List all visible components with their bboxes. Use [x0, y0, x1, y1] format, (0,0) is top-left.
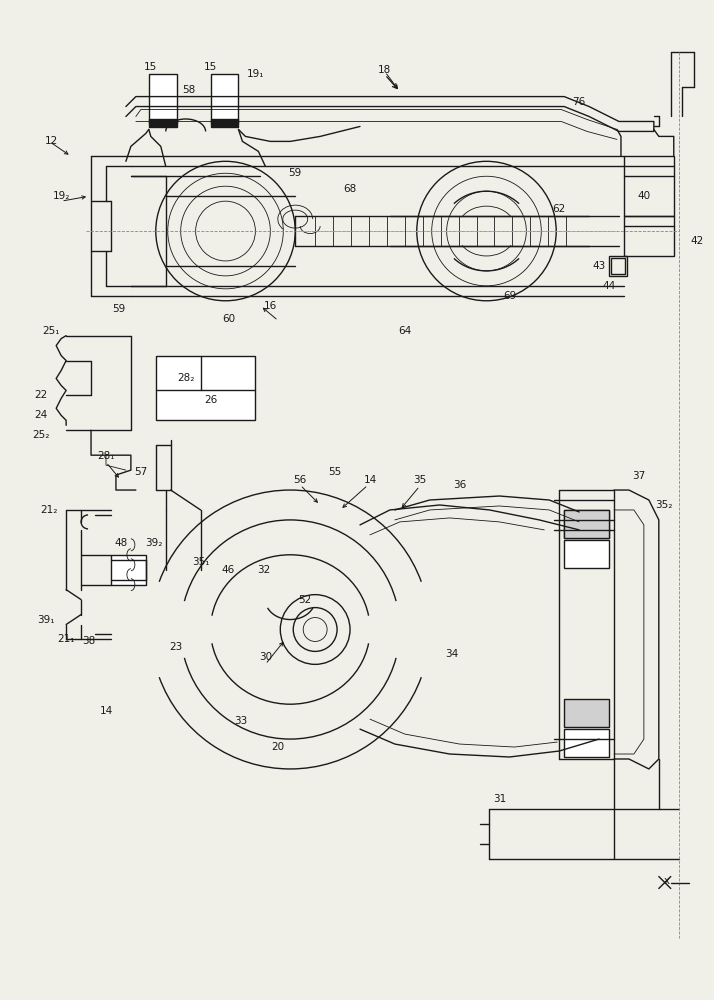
- Text: 64: 64: [398, 326, 411, 336]
- Bar: [611, 258, 625, 274]
- Text: 39₁: 39₁: [37, 615, 55, 625]
- Bar: [624, 216, 674, 256]
- Text: 14: 14: [363, 475, 376, 485]
- Text: 16: 16: [263, 301, 277, 311]
- Text: 68: 68: [343, 184, 357, 194]
- Text: 21₁: 21₁: [57, 634, 75, 644]
- Text: 76: 76: [573, 97, 585, 107]
- Bar: [111, 555, 146, 585]
- Text: 20: 20: [272, 742, 285, 752]
- Text: 56: 56: [293, 475, 307, 485]
- Text: 58: 58: [182, 85, 196, 95]
- Text: 21₂: 21₂: [41, 505, 58, 515]
- Text: 69: 69: [503, 291, 516, 301]
- Text: 35: 35: [413, 475, 426, 485]
- Text: 33: 33: [233, 716, 247, 726]
- Bar: [624, 156, 674, 216]
- Text: 52: 52: [298, 595, 312, 605]
- Text: 43: 43: [593, 261, 605, 271]
- Text: 62: 62: [553, 204, 565, 214]
- Text: 14: 14: [99, 706, 113, 716]
- Text: 34: 34: [445, 649, 458, 659]
- Text: 24: 24: [34, 410, 48, 420]
- Text: 23: 23: [169, 642, 182, 652]
- Text: 40: 40: [638, 191, 650, 201]
- Text: 59: 59: [112, 304, 126, 314]
- Text: 44: 44: [603, 281, 615, 291]
- Text: 39₂: 39₂: [145, 538, 163, 548]
- Text: 36: 36: [453, 480, 466, 490]
- Text: 22: 22: [34, 390, 48, 400]
- Bar: [211, 119, 238, 127]
- Text: 59: 59: [288, 168, 302, 178]
- Text: 37: 37: [633, 471, 645, 481]
- Bar: [564, 699, 609, 727]
- Text: x: x: [664, 876, 670, 886]
- Text: 19₁: 19₁: [246, 69, 264, 79]
- Bar: [564, 729, 609, 757]
- Text: 35₁: 35₁: [192, 557, 209, 567]
- Text: 28₂: 28₂: [177, 373, 194, 383]
- Text: 38: 38: [82, 636, 96, 646]
- Bar: [609, 256, 627, 276]
- Text: 15: 15: [204, 62, 217, 72]
- Text: 48: 48: [114, 538, 128, 548]
- Bar: [149, 74, 176, 123]
- Text: 25₂: 25₂: [33, 430, 50, 440]
- Text: 15: 15: [144, 62, 157, 72]
- Text: 31: 31: [493, 794, 506, 804]
- Bar: [156, 356, 256, 420]
- Text: 60: 60: [222, 314, 235, 324]
- Bar: [149, 119, 176, 127]
- Text: 57: 57: [134, 467, 148, 477]
- Text: 25₁: 25₁: [42, 326, 60, 336]
- Text: 28₁: 28₁: [97, 451, 115, 461]
- Text: 12: 12: [44, 136, 58, 146]
- Bar: [564, 510, 609, 538]
- Text: 18: 18: [378, 65, 391, 75]
- Bar: [564, 510, 609, 538]
- Text: 19₂: 19₂: [52, 191, 70, 201]
- Bar: [211, 74, 238, 123]
- Text: 32: 32: [257, 565, 270, 575]
- Text: 46: 46: [222, 565, 235, 575]
- Bar: [564, 540, 609, 568]
- Text: 30: 30: [258, 652, 272, 662]
- Text: 26: 26: [204, 395, 217, 405]
- Text: 42: 42: [690, 236, 703, 246]
- Text: 55: 55: [328, 467, 342, 477]
- Text: 35₂: 35₂: [655, 500, 673, 510]
